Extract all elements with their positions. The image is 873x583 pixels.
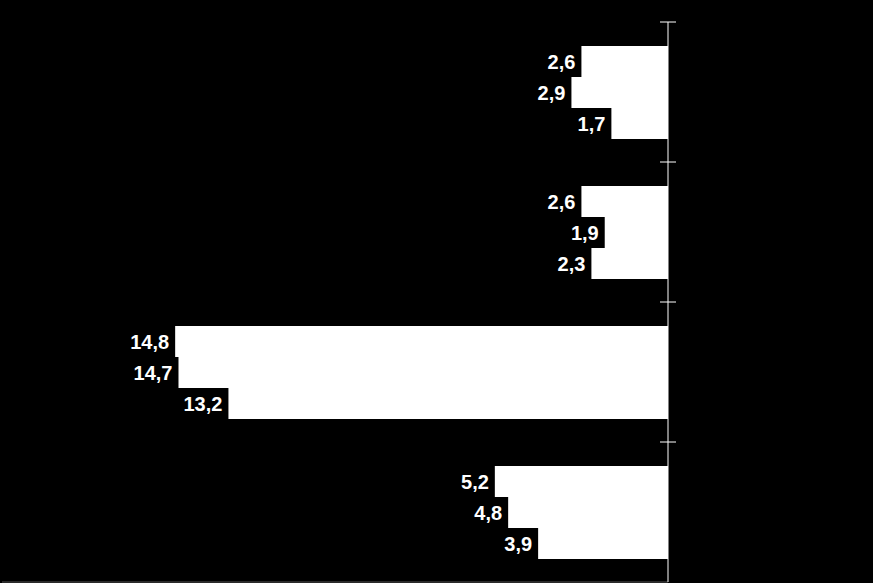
svg-text:4,8: 4,8 (474, 502, 502, 524)
svg-text:14,7: 14,7 (134, 362, 173, 384)
svg-text:2,6: 2,6 (548, 191, 576, 213)
svg-text:5,2: 5,2 (461, 471, 489, 493)
svg-text:14,8: 14,8 (130, 331, 169, 353)
svg-text:2,9: 2,9 (538, 82, 566, 104)
svg-text:3,9: 3,9 (504, 533, 532, 555)
svg-text:2,3: 2,3 (558, 253, 586, 275)
svg-text:2,6: 2,6 (548, 51, 576, 73)
svg-text:1,9: 1,9 (571, 222, 599, 244)
svg-text:13,2: 13,2 (184, 393, 223, 415)
svg-text:1,7: 1,7 (578, 113, 606, 135)
